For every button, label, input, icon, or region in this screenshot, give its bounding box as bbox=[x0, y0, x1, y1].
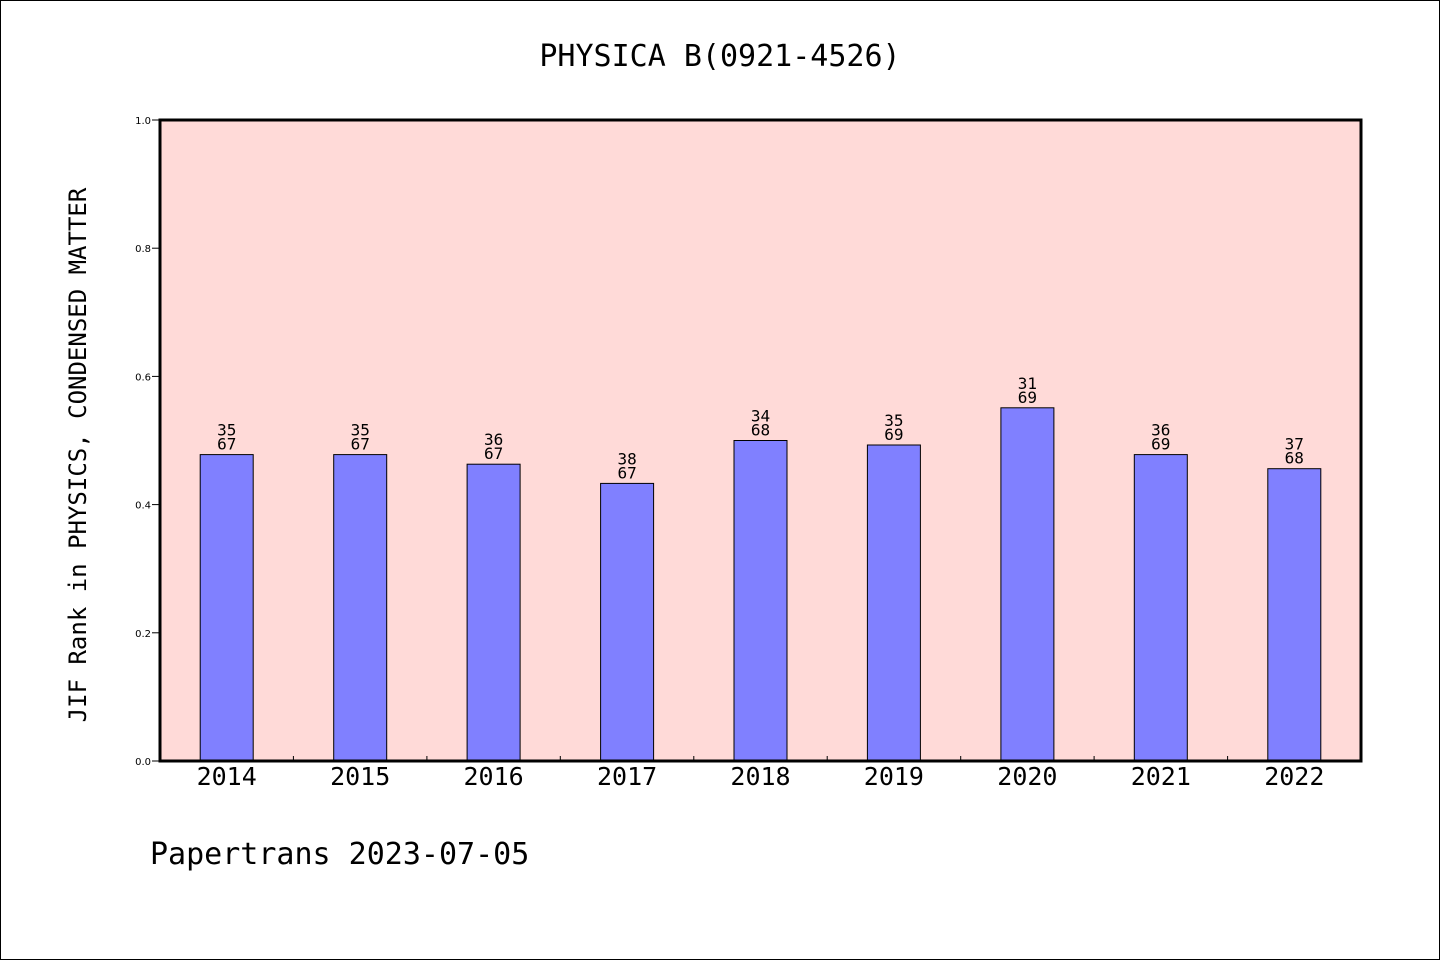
bar-rank-label-2019: 35 bbox=[884, 411, 903, 430]
y-tick-label-0.8: 0.8 bbox=[135, 244, 151, 255]
bar-rank-label-2016: 36 bbox=[484, 430, 503, 449]
bar-2016 bbox=[466, 463, 521, 762]
bar-rank-label-2017: 38 bbox=[617, 449, 636, 468]
bar-total-label-2020: 69 bbox=[1018, 388, 1037, 407]
x-tick-label-2019: 2019 bbox=[864, 762, 924, 791]
x-tick-label-2015: 2015 bbox=[330, 762, 390, 791]
bar-2020 bbox=[1000, 407, 1055, 762]
y-axis-label: JIF Rank in PHYSICS, CONDENSED MATTER bbox=[64, 187, 92, 722]
bar-total-label-2015: 67 bbox=[351, 435, 370, 454]
bar-2019 bbox=[866, 444, 921, 762]
bar-2015 bbox=[333, 454, 388, 762]
bar-rank-label-2014: 35 bbox=[217, 421, 236, 440]
y-tick-label-0.4: 0.4 bbox=[135, 501, 151, 512]
x-tick-label-2022: 2022 bbox=[1264, 762, 1324, 791]
bar-total-label-2022: 68 bbox=[1285, 449, 1304, 468]
y-tick-label-1.0: 1.0 bbox=[135, 116, 151, 127]
bar-rank-label-2018: 34 bbox=[751, 407, 770, 426]
chart-title: PHYSICA B(0921-4526) bbox=[539, 39, 900, 74]
x-tick-label-2016: 2016 bbox=[463, 762, 523, 791]
bar-total-label-2016: 67 bbox=[484, 444, 503, 463]
x-tick-label-2020: 2020 bbox=[997, 762, 1057, 791]
bar-total-label-2021: 69 bbox=[1151, 435, 1170, 454]
x-tick-label-2014: 2014 bbox=[197, 762, 257, 791]
footer-watermark: Papertrans 2023-07-05 bbox=[150, 837, 529, 872]
bar-2018 bbox=[733, 440, 788, 762]
bar-total-label-2017: 67 bbox=[617, 463, 636, 482]
y-tick-label-0.2: 0.2 bbox=[135, 629, 151, 640]
bar-rank-label-2021: 36 bbox=[1151, 421, 1170, 440]
bar-2014 bbox=[199, 454, 254, 762]
x-axis: 2014 2015 2016 2017 2018 2019 2020 2021 2022 bbox=[197, 756, 1324, 791]
bar-rank-label-2022: 37 bbox=[1285, 435, 1304, 454]
bar-2017 bbox=[600, 482, 655, 762]
bar-2022 bbox=[1267, 468, 1322, 762]
plot-border bbox=[158, 118, 1363, 763]
bar-total-label-2018: 68 bbox=[751, 421, 770, 440]
bar-rank-label-2015: 35 bbox=[351, 421, 370, 440]
bar-total-label-2019: 69 bbox=[884, 425, 903, 444]
bars-layer bbox=[199, 407, 1322, 762]
bar-rank-label-2020: 31 bbox=[1018, 374, 1037, 393]
y-tick-label-0.6: 0.6 bbox=[135, 372, 151, 383]
y-axis: 0.0 0.2 0.4 0.6 0.8 1.0 bbox=[135, 116, 160, 768]
y-tick-label-0.0: 0.0 bbox=[135, 757, 151, 768]
x-tick-label-2021: 2021 bbox=[1131, 762, 1191, 791]
bar-2021 bbox=[1133, 454, 1188, 762]
x-tick-label-2018: 2018 bbox=[730, 762, 790, 791]
x-tick-label-2017: 2017 bbox=[597, 762, 657, 791]
bar-total-label-2014: 67 bbox=[217, 435, 236, 454]
